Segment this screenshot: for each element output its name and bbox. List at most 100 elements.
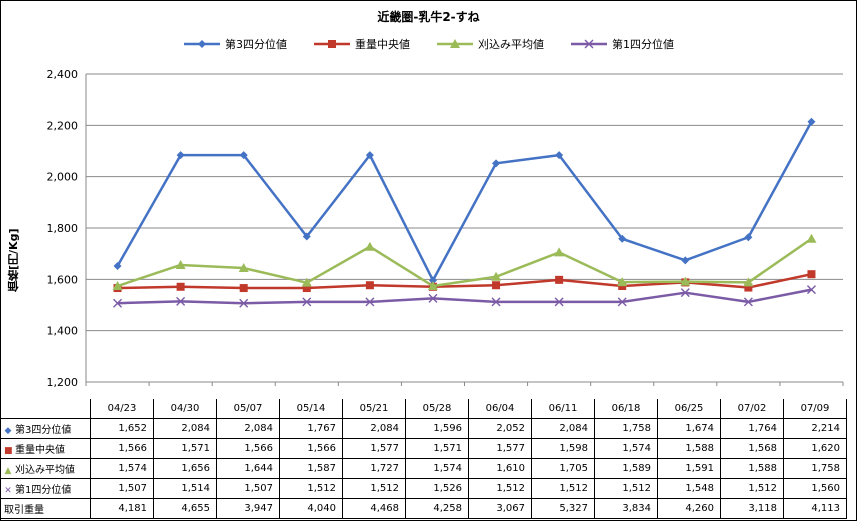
table-cell: 1,574 bbox=[405, 458, 469, 479]
series-line-4 bbox=[117, 288, 812, 305]
legend-marker bbox=[450, 39, 460, 48]
data-point-s4-8 bbox=[554, 297, 564, 307]
y-tick-label: 2,200 bbox=[47, 119, 79, 132]
x-tick-label: 04/23 bbox=[90, 399, 154, 419]
data-point-s4-10 bbox=[680, 288, 690, 298]
data-point-s2-3 bbox=[239, 284, 248, 293]
table-cell: 4,260 bbox=[657, 498, 721, 519]
table-cell: 1,512 bbox=[279, 478, 343, 499]
legend-swatch bbox=[314, 40, 350, 48]
data-point-s3-12 bbox=[806, 233, 817, 243]
table-cell: 1,610 bbox=[468, 458, 532, 479]
table-cell: 1,596 bbox=[405, 418, 469, 439]
table-cell: 1,548 bbox=[657, 478, 721, 499]
data-point-s4-7 bbox=[491, 297, 501, 307]
table-cell: 1,507 bbox=[216, 478, 280, 499]
table-row-header: ■ 重量中央値 bbox=[0, 438, 91, 459]
data-point-s2-7 bbox=[492, 281, 501, 290]
table-cell: 3,118 bbox=[720, 498, 784, 519]
data-point-s4-11 bbox=[743, 297, 753, 307]
x-tick-label: 05/28 bbox=[405, 399, 469, 419]
y-tick-label: 1,400 bbox=[47, 325, 79, 338]
table-marker-icon: ■ bbox=[4, 446, 13, 456]
data-point-s3-4 bbox=[301, 277, 312, 287]
data-point-s1-8 bbox=[555, 151, 564, 160]
legend-swatch bbox=[571, 39, 607, 49]
table-cell: 1,512 bbox=[594, 478, 658, 499]
table-marker-icon: ▲ bbox=[4, 466, 12, 476]
table-cell: 1,577 bbox=[468, 438, 532, 459]
table-cell: 1,591 bbox=[657, 458, 721, 479]
table-cell: 1,705 bbox=[531, 458, 595, 479]
data-point-s1-7 bbox=[492, 159, 501, 168]
table-cell: 1,574 bbox=[90, 458, 154, 479]
table-cell: 1,512 bbox=[342, 478, 406, 499]
table-cell: 1,574 bbox=[594, 438, 658, 459]
legend-swatch bbox=[437, 39, 473, 48]
data-point-s1-12 bbox=[807, 117, 816, 126]
table-cell: 1,652 bbox=[90, 418, 154, 439]
table-row: ✕ 第1四分位値 1,507 1,514 1,507 1,512 1,512 1,526 1,5… bbox=[0, 478, 847, 499]
table-cell: 1,571 bbox=[153, 438, 217, 459]
legend-marker bbox=[198, 40, 206, 48]
data-point-s4-9 bbox=[617, 297, 627, 307]
table-cell: 1,588 bbox=[657, 438, 721, 459]
table-marker-icon: ◆ bbox=[4, 426, 12, 436]
x-tick-label: 06/18 bbox=[594, 399, 658, 419]
table-cell: 4,040 bbox=[279, 498, 343, 519]
series-line-3 bbox=[117, 237, 813, 288]
y-tick-label: 2,000 bbox=[47, 171, 79, 184]
table-corner bbox=[0, 399, 91, 419]
data-point-s1-6 bbox=[428, 276, 437, 285]
data-point-s1-4 bbox=[302, 232, 311, 241]
table-cell: 1,589 bbox=[594, 458, 658, 479]
legend-entry-1: 第3四分位値 bbox=[183, 36, 287, 52]
legend-entry-3: 刈込み平均値 bbox=[436, 36, 544, 52]
table-cell: 1,512 bbox=[720, 478, 784, 499]
table-cell: 3,947 bbox=[216, 498, 280, 519]
legend: 第3四分位値 重量中央値 刈込み平均値 第1四分位値 bbox=[0, 36, 857, 52]
table-cell: 1,644 bbox=[216, 458, 280, 479]
legend-label: 刈込み平均値 bbox=[478, 38, 544, 51]
table-row: ■ 重量中央値 1,566 1,571 1,566 1,566 1,577 1,571 1,57… bbox=[0, 438, 847, 459]
table-cell: 1,764 bbox=[720, 418, 784, 439]
data-point-s3-5 bbox=[364, 241, 375, 251]
table-cell: 1,767 bbox=[279, 418, 343, 439]
data-point-s3-10 bbox=[680, 276, 691, 286]
series-line-2 bbox=[117, 272, 812, 290]
data-point-s2-12 bbox=[807, 270, 816, 279]
x-tick-label: 07/09 bbox=[783, 399, 847, 419]
table-row-header: 取引重量 bbox=[0, 498, 91, 519]
series-line-1 bbox=[116, 121, 813, 282]
data-point-s3-11 bbox=[743, 277, 754, 287]
legend-swatch bbox=[184, 40, 220, 48]
table-cell: 4,468 bbox=[342, 498, 406, 519]
table-cell: 2,084 bbox=[153, 418, 217, 439]
x-tick-label: 07/02 bbox=[720, 399, 784, 419]
table-cell: 1,566 bbox=[279, 438, 343, 459]
data-point-s3-9 bbox=[617, 277, 628, 287]
y-tick-label: 2,400 bbox=[47, 68, 79, 81]
table-cell: 3,834 bbox=[594, 498, 658, 519]
x-tick-label: 05/21 bbox=[342, 399, 406, 419]
x-tick-label: 04/30 bbox=[153, 399, 217, 419]
legend-entry-4: 第1四分位値 bbox=[570, 36, 674, 52]
data-point-s1-9 bbox=[618, 234, 627, 243]
data-point-s3-3 bbox=[238, 263, 249, 273]
data-point-s4-3 bbox=[239, 298, 249, 308]
table-cell: 1,512 bbox=[468, 478, 532, 499]
y-tick-label: 1,800 bbox=[47, 222, 79, 235]
data-point-s4-12 bbox=[806, 285, 816, 295]
legend-label: 第3四分位値 bbox=[225, 38, 287, 51]
data-point-s1-11 bbox=[744, 233, 753, 242]
data-point-s2-8 bbox=[555, 275, 564, 284]
data-point-s4-1 bbox=[113, 298, 123, 308]
x-tick-label: 06/04 bbox=[468, 399, 532, 419]
table-cell: 4,113 bbox=[783, 498, 847, 519]
table-cell: 1,598 bbox=[531, 438, 595, 459]
data-table: 04/23 04/30 05/07 05/14 05/21 05/28 06/04 06/11… bbox=[0, 399, 847, 519]
legend-marker bbox=[328, 40, 336, 48]
table-cell: 1,758 bbox=[594, 418, 658, 439]
data-point-s3-6 bbox=[427, 281, 438, 291]
table-cell: 4,181 bbox=[90, 498, 154, 519]
